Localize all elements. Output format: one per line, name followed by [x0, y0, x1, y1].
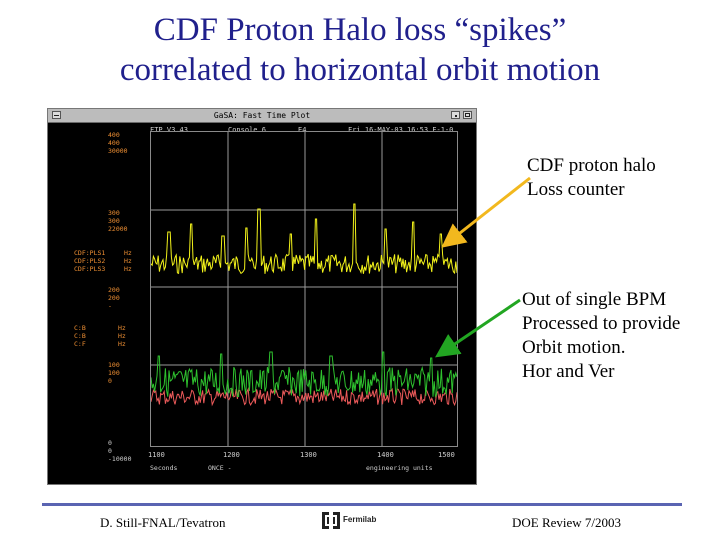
scale-value: 22000	[108, 225, 128, 233]
scale-value: 0	[108, 447, 112, 455]
channel-unit: Hz	[118, 332, 126, 340]
x-tick-label: 1500	[438, 451, 455, 459]
fast-time-plot-window: GaSA: Fast Time Plot FTP V3.43 Console 6…	[47, 108, 477, 485]
channel-name: C:B	[74, 324, 86, 332]
bpm-callout-line: Hor and Ver	[522, 361, 615, 382]
x-tick-label: 1200	[223, 451, 240, 459]
channel-name: CDF:PLS1	[74, 249, 106, 257]
footer-author: D. Still-FNAL/Tevatron	[100, 515, 226, 530]
scale-value: 0	[108, 439, 112, 447]
window-menu-icon[interactable]	[52, 111, 61, 119]
lower-unit-list: Hz Hz Hz	[118, 324, 126, 348]
fermilab-logo-text: Fermilab	[343, 515, 377, 524]
bpm-callout: Out of single BPM Processed to provide O…	[522, 288, 680, 384]
footer-event: DOE Review 7/2003	[512, 515, 622, 530]
scale-value: 0	[108, 377, 112, 385]
x-tick-label: 1400	[377, 451, 394, 459]
scale-value: 400	[108, 139, 120, 147]
lower-mid-scale: 100 100 0	[108, 361, 120, 385]
halo-callout-line: CDF proton halo	[527, 155, 656, 176]
halo-callout-line: Loss counter	[527, 179, 625, 200]
status-console: Console 6	[228, 126, 266, 134]
plot-grid	[151, 132, 457, 446]
minimize-icon[interactable]	[451, 111, 460, 119]
bpm-callout-line: Orbit motion.	[522, 337, 626, 358]
window-title: GaSA: Fast Time Plot	[213, 111, 311, 120]
bpm-callout-line: Out of single BPM	[522, 289, 667, 310]
channel-unit: Hz	[124, 265, 132, 273]
scale-value: 30000	[108, 147, 128, 155]
channel-name: C:B	[74, 332, 86, 340]
window-titlebar[interactable]: GaSA: Fast Time Plot	[48, 109, 476, 123]
scale-value: -	[108, 302, 112, 310]
fermilab-logo-icon	[322, 512, 340, 529]
bottom-status-scale: engineering units	[366, 464, 433, 472]
upper-mid-scale: 300 300 22000	[108, 209, 128, 233]
plot-canvas	[151, 132, 457, 446]
slide-title: CDF Proton Halo loss “spikes” correlated…	[0, 10, 720, 90]
scale-value: 300	[108, 217, 120, 225]
halo-callout: CDF proton halo Loss counter	[527, 154, 656, 202]
bottom-status-mode: ONCE -	[208, 464, 232, 472]
halo-loss-trace	[151, 203, 457, 275]
fermilab-logo: Fermilab	[322, 512, 380, 529]
scale-value: 100	[108, 369, 120, 377]
plot-area	[150, 131, 458, 447]
bottom-scale: 0 0 -10000	[108, 439, 131, 463]
x-tick-label: 1300	[300, 451, 317, 459]
status-date: Fri 16-MAY-03 16:53 F-1-0	[348, 126, 454, 134]
horizontal-orbit-trace	[151, 351, 457, 398]
vertical-orbit-trace	[151, 387, 457, 407]
bpm-callout-line: Processed to provide	[522, 313, 681, 334]
x-tick-label: 1100	[148, 451, 165, 459]
channel-unit: Hz	[118, 324, 126, 332]
scale-value: 400	[108, 131, 120, 139]
channel-unit: Hz	[118, 340, 126, 348]
scale-value: 200	[108, 286, 120, 294]
upper-channel-list: CDF:PLS1 CDF:PLS2 CDF:PLS3	[74, 249, 105, 273]
scale-value: 200	[108, 294, 120, 302]
slide-title-line-2: correlated to horizontal orbit motion	[119, 52, 601, 88]
status-version: FTP V3.43	[150, 126, 188, 134]
status-line: FTP V3.43 Console 6 E4 Fri 16-MAY-03 16:…	[48, 126, 476, 138]
channel-unit: Hz	[124, 257, 132, 265]
channel-name: CDF:PLS3	[74, 265, 106, 273]
channel-unit: Hz	[124, 249, 132, 257]
lower-channel-list: C:B C:B C:F	[74, 324, 86, 348]
bottom-status-units: Seconds	[150, 464, 178, 472]
scale-value: -10000	[108, 455, 132, 463]
channel-name: C:F	[74, 340, 86, 348]
scale-value: 300	[108, 209, 120, 217]
lower-top-scale: 200 200 -	[108, 286, 120, 310]
status-slot: E4	[298, 126, 307, 134]
slide-title-line-1: CDF Proton Halo loss “spikes”	[153, 12, 567, 48]
footer-rule	[42, 503, 682, 506]
upper-unit-list: Hz Hz Hz	[124, 249, 132, 273]
scale-value: 100	[108, 361, 120, 369]
channel-name: CDF:PLS2	[74, 257, 106, 265]
maximize-icon[interactable]	[463, 111, 472, 119]
upper-top-scale: 400 400 30000	[108, 131, 128, 155]
